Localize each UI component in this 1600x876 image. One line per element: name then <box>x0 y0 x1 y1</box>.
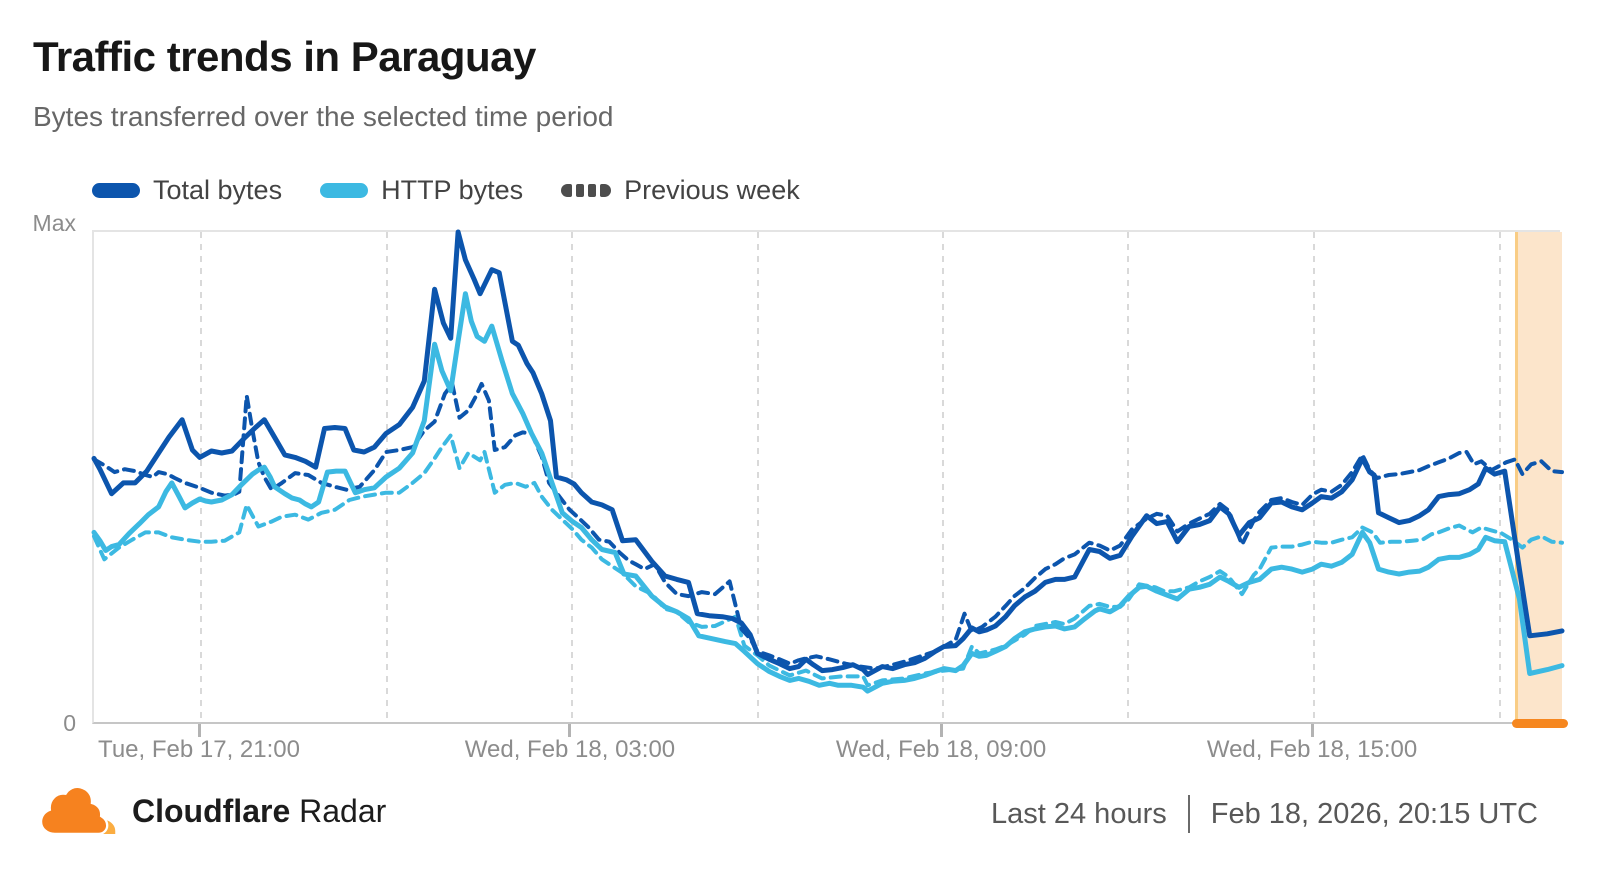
x-tick-label: Wed, Feb 18, 09:00 <box>835 736 1047 763</box>
http-bytes-swatch-icon <box>320 183 369 198</box>
series-line-previous-week-total-bytes <box>92 381 1564 671</box>
y-axis-zero-label: 0 <box>63 710 76 736</box>
brand-name: Cloudflare <box>132 792 291 829</box>
legend-label-previous-week: Previous week <box>624 175 800 205</box>
chart-legend: Total bytes HTTP bytes Previous week <box>92 175 800 206</box>
x-tick <box>568 724 572 737</box>
gridline <box>756 232 759 722</box>
brand[interactable]: Cloudflare Radar <box>38 786 386 836</box>
legend-item-total-bytes[interactable]: Total bytes <box>92 175 282 206</box>
incomplete-data-axis-bar <box>1512 719 1568 728</box>
gridline <box>1313 232 1316 722</box>
traffic-line-chart <box>91 229 1565 694</box>
legend-item-http-bytes[interactable]: HTTP bytes <box>320 175 523 206</box>
legend-item-previous-week[interactable]: Previous week <box>561 175 800 206</box>
plot-area[interactable] <box>91 229 1568 728</box>
x-tick <box>939 724 943 737</box>
time-range-label: Last 24 hours <box>991 797 1167 830</box>
range-divider <box>1187 795 1190 833</box>
timestamp-label: Feb 18, 2026, 20:15 UTC <box>1210 797 1538 830</box>
x-tick <box>1310 724 1314 737</box>
cloudflare-logo-icon <box>39 786 116 836</box>
x-tick-label: Tue, Feb 17, 21:00 <box>98 736 300 763</box>
brand-text: Cloudflare Radar <box>132 793 386 830</box>
incomplete-data-highlight-edge <box>1515 232 1519 722</box>
total-bytes-swatch-icon <box>92 183 140 198</box>
gridline <box>1127 232 1130 722</box>
legend-label-http-bytes: HTTP bytes <box>381 175 524 205</box>
x-tick <box>197 724 201 737</box>
x-axis: Tue, Feb 17, 21:00 Wed, Feb 18, 03:00 Wed,… <box>92 724 1560 784</box>
page-title: Traffic trends in Paraguay <box>33 33 536 80</box>
gridline <box>942 232 945 722</box>
series-line-total-bytes <box>91 229 1565 677</box>
series-line-previous-week-http-bytes <box>92 433 1564 688</box>
previous-week-dashed-swatch-icon <box>561 184 612 198</box>
brand-product: Radar <box>299 792 387 829</box>
series-line-http-bytes <box>91 291 1565 694</box>
gridline <box>1499 232 1502 722</box>
gridline <box>200 232 203 722</box>
range-info: Last 24 hours Feb 18, 2026, 20:15 UTC <box>991 786 1538 842</box>
page-subtitle: Bytes transferred over the selected time… <box>33 101 614 132</box>
y-axis-max-label: Max <box>32 210 76 236</box>
x-tick-label: Wed, Feb 18, 03:00 <box>464 736 676 763</box>
legend-label-total-bytes: Total bytes <box>153 175 283 205</box>
gridline <box>570 232 573 722</box>
footer: Cloudflare Radar Last 24 hours Feb 18, 2… <box>0 786 1600 842</box>
x-tick-label: Wed, Feb 18, 15:00 <box>1206 736 1418 763</box>
